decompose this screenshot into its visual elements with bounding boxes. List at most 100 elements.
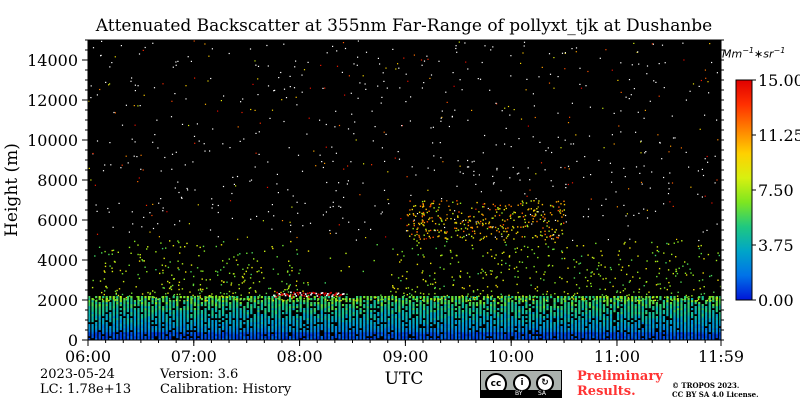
heat-cell bbox=[571, 330, 574, 333]
heat-cell bbox=[564, 310, 567, 313]
heat-cell bbox=[153, 296, 155, 299]
heat-cell bbox=[181, 288, 184, 290]
heat-cell bbox=[557, 330, 560, 333]
heat-cell bbox=[366, 328, 369, 331]
heat-cell bbox=[414, 205, 417, 207]
heat-cell bbox=[578, 296, 581, 299]
heat-cell bbox=[518, 314, 521, 317]
heat-cell bbox=[162, 320, 165, 323]
heat-cell bbox=[423, 300, 426, 303]
heat-cell bbox=[147, 326, 151, 329]
heat-cell bbox=[359, 326, 362, 329]
heat-cell bbox=[162, 336, 165, 339]
heat-cell bbox=[648, 324, 651, 327]
heat-cell bbox=[310, 310, 313, 313]
heat-cell bbox=[116, 324, 119, 327]
noise-speckle bbox=[309, 87, 311, 89]
heat-cell bbox=[130, 296, 133, 299]
heat-cell bbox=[440, 302, 443, 305]
heat-cell bbox=[454, 334, 457, 337]
heat-cell bbox=[479, 293, 482, 295]
heat-cell bbox=[243, 336, 246, 339]
heat-cell bbox=[197, 320, 200, 323]
heat-cell bbox=[250, 300, 253, 303]
heat-cell bbox=[602, 336, 606, 339]
heat-cell bbox=[317, 334, 320, 337]
heat-cell bbox=[380, 299, 382, 301]
heat-cell bbox=[405, 320, 408, 323]
heat-cell bbox=[102, 310, 105, 313]
heat-cell bbox=[553, 314, 556, 317]
noise-speckle bbox=[705, 77, 707, 79]
heat-cell bbox=[282, 324, 285, 327]
heat-cell bbox=[445, 237, 447, 239]
heat-cell bbox=[581, 306, 584, 309]
heat-cell bbox=[387, 308, 390, 311]
heat-cell bbox=[596, 268, 598, 270]
heat-cell bbox=[215, 320, 218, 323]
heat-cell bbox=[440, 217, 442, 220]
heat-cell bbox=[691, 322, 694, 325]
heat-cell bbox=[514, 332, 517, 335]
heat-cell bbox=[490, 312, 493, 315]
heat-cell bbox=[296, 318, 299, 321]
heat-cell bbox=[317, 299, 319, 302]
heat-cell bbox=[673, 314, 676, 317]
heat-cell bbox=[423, 304, 426, 307]
heat-cell bbox=[468, 322, 472, 325]
heat-cell bbox=[220, 244, 223, 246]
heat-cell bbox=[595, 304, 598, 307]
heat-cell bbox=[380, 314, 383, 317]
heat-cell bbox=[512, 225, 514, 228]
heat-cell bbox=[235, 298, 237, 301]
heat-cell bbox=[668, 281, 670, 284]
heat-cell bbox=[267, 302, 270, 305]
heat-cell bbox=[207, 304, 211, 307]
heat-cell bbox=[483, 310, 486, 313]
heat-cell bbox=[544, 271, 546, 273]
heat-cell bbox=[634, 338, 637, 341]
heat-cell bbox=[98, 296, 101, 299]
heat-cell bbox=[662, 310, 665, 313]
heat-cell bbox=[175, 299, 178, 302]
heat-cell bbox=[458, 332, 461, 335]
heat-cell bbox=[536, 236, 538, 238]
heat-cell bbox=[609, 332, 613, 335]
heat-cell bbox=[680, 336, 683, 339]
heat-cell bbox=[673, 324, 676, 327]
heat-cell bbox=[282, 244, 284, 247]
heat-cell bbox=[421, 200, 424, 203]
heat-cell bbox=[370, 330, 373, 333]
heat-cell bbox=[119, 324, 122, 327]
heat-cell bbox=[657, 283, 659, 285]
noise-speckle bbox=[255, 152, 257, 154]
heat-cell bbox=[109, 302, 112, 305]
heat-cell bbox=[561, 233, 564, 235]
heat-cell bbox=[490, 233, 493, 235]
heat-cell bbox=[243, 334, 246, 337]
noise-speckle bbox=[400, 218, 402, 220]
heat-cell bbox=[483, 206, 485, 208]
heat-cell bbox=[522, 226, 525, 228]
heat-cell bbox=[211, 332, 214, 335]
heat-cell bbox=[609, 318, 613, 321]
heat-cell bbox=[680, 334, 683, 337]
heat-cell bbox=[544, 239, 546, 241]
heat-cell bbox=[595, 332, 598, 335]
heat-cell bbox=[116, 316, 119, 319]
heat-cell bbox=[719, 318, 722, 321]
heat-cell bbox=[123, 314, 126, 317]
heat-cell bbox=[414, 234, 416, 237]
heat-cell bbox=[384, 326, 387, 329]
heat-cell bbox=[567, 296, 570, 299]
heat-cell bbox=[126, 338, 129, 341]
noise-speckle bbox=[100, 55, 102, 57]
heat-cell bbox=[123, 330, 126, 333]
heat-cell bbox=[712, 326, 715, 329]
heat-cell bbox=[439, 216, 441, 219]
heat-cell bbox=[631, 302, 634, 305]
heat-cell bbox=[218, 314, 221, 317]
heat-cell bbox=[356, 300, 359, 303]
heat-cell bbox=[421, 215, 423, 217]
heat-cell bbox=[430, 205, 432, 207]
